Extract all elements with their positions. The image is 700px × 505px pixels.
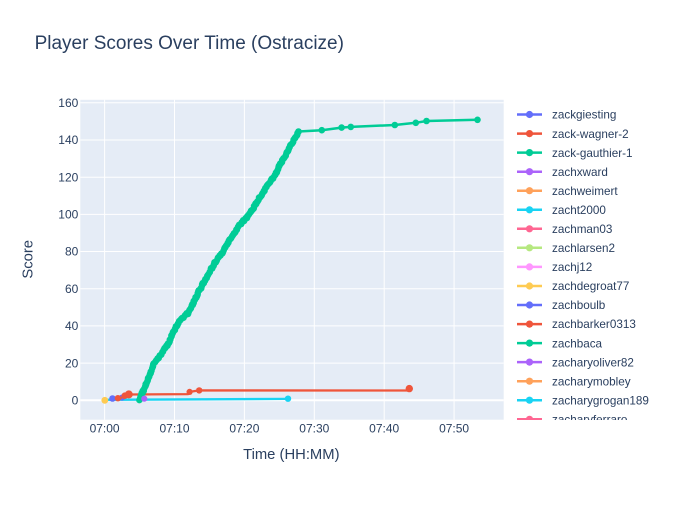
svg-text:zachj12: zachj12: [552, 261, 592, 274]
svg-text:07:20: 07:20: [229, 421, 259, 435]
svg-text:zachboulb: zachboulb: [552, 299, 606, 312]
svg-text:zachlarsen2: zachlarsen2: [552, 242, 615, 255]
svg-text:zachxward: zachxward: [552, 166, 608, 179]
svg-text:zachdegroat77: zachdegroat77: [552, 280, 629, 293]
svg-text:07:50: 07:50: [439, 421, 469, 435]
svg-text:zachbaca: zachbaca: [552, 337, 603, 350]
svg-text:40: 40: [65, 319, 79, 333]
svg-text:07:00: 07:00: [90, 421, 120, 435]
svg-text:120: 120: [58, 170, 78, 184]
svg-text:zachweimert: zachweimert: [552, 185, 618, 198]
svg-text:20: 20: [65, 356, 79, 370]
svg-text:140: 140: [58, 133, 78, 147]
svg-text:0: 0: [72, 394, 79, 408]
svg-text:zacharyoliver82: zacharyoliver82: [552, 356, 634, 369]
svg-text:100: 100: [58, 208, 78, 222]
svg-text:zackgiesting: zackgiesting: [552, 109, 616, 122]
svg-text:zacharyferraro: zacharyferraro: [552, 414, 628, 427]
svg-text:07:30: 07:30: [299, 421, 329, 435]
svg-text:60: 60: [65, 282, 79, 296]
svg-text:07:40: 07:40: [369, 421, 399, 435]
svg-text:zachman03: zachman03: [552, 223, 612, 236]
svg-text:80: 80: [65, 245, 79, 259]
svg-text:zacharygrogan189: zacharygrogan189: [552, 394, 649, 407]
svg-text:Score: Score: [21, 240, 37, 279]
svg-text:zacharymobley: zacharymobley: [552, 375, 631, 388]
svg-text:zack-gauthier-1: zack-gauthier-1: [552, 147, 633, 160]
svg-text:zachbarker0313: zachbarker0313: [552, 318, 636, 331]
svg-text:160: 160: [58, 96, 78, 110]
svg-text:zack-wagner-2: zack-wagner-2: [552, 128, 629, 141]
svg-text:07:10: 07:10: [159, 421, 189, 435]
svg-text:Time (HH:MM): Time (HH:MM): [243, 447, 340, 463]
svg-text:Player Scores Over Time (Ostra: Player Scores Over Time (Ostracize): [35, 33, 344, 54]
svg-text:zacht2000: zacht2000: [552, 204, 606, 217]
